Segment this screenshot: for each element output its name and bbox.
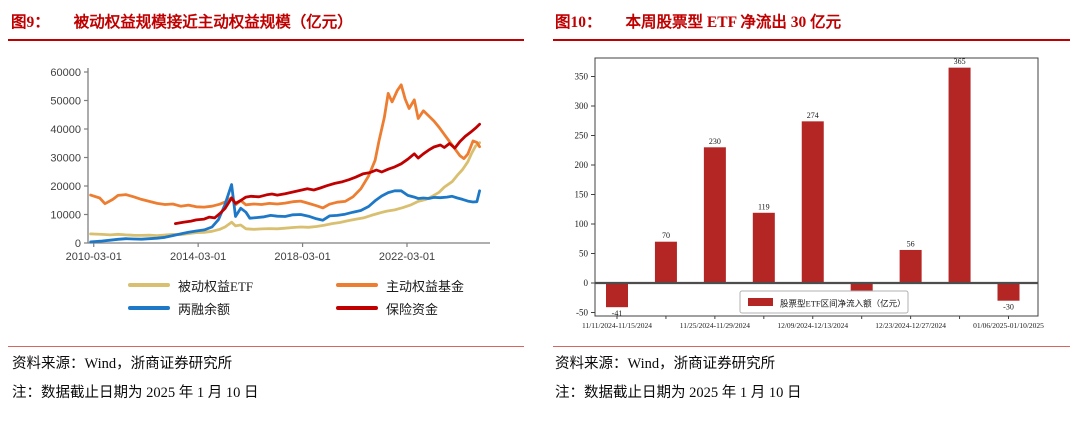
- bar-3: [752, 212, 775, 283]
- bar-7: [948, 67, 971, 284]
- figure-10-title-rule: [553, 39, 1070, 41]
- y-tick-label: 200: [575, 160, 589, 170]
- figure-9-bottom-rule: [8, 346, 524, 347]
- y-tick-label: 250: [575, 131, 589, 141]
- legend-label: 两融余额: [178, 301, 231, 317]
- legend-swatch-icon: [128, 283, 170, 287]
- line-chart: 0 10000 20000 30000 40000 50000 60000 2010-03-0…: [50, 67, 490, 263]
- legend-swatch-icon: [336, 306, 378, 310]
- bar-2: [703, 147, 726, 283]
- legend-item-0: 被动权益ETF: [128, 278, 336, 294]
- figure-9-title-text: 被动权益规模接近主动权益规模（亿元）: [73, 14, 353, 31]
- legend-swatch-icon: [128, 306, 170, 310]
- y-tick-label: 0: [75, 238, 81, 250]
- bar-8: [997, 283, 1020, 301]
- x-tick-label: 12/09/2024-12/13/2024: [777, 321, 848, 330]
- figure-9-title: 图9： 被动权益规模接近主动权益规模（亿元）: [11, 10, 526, 32]
- legend-item-2: 两融余额: [128, 301, 336, 317]
- legend-label: 被动权益ETF: [178, 278, 254, 294]
- bar-6: [899, 249, 922, 283]
- figure-9-source: 资料来源：Wind，浙商证券研究所: [12, 356, 233, 372]
- bar-0: [606, 283, 628, 308]
- legend-item-1: 主动权益基金: [336, 278, 465, 294]
- bar-1: [654, 241, 677, 283]
- figure-9-note: 注：数据截止日期为 2025 年 1 月 10 日: [12, 385, 259, 401]
- figure-10-title: 图10： 本周股票型 ETF 净流出 30 亿元: [555, 10, 1066, 32]
- plot-box: [594, 57, 1039, 317]
- series-line-2: [89, 183, 481, 244]
- y-tick-label: 20000: [50, 181, 81, 193]
- figure-10-title-text: 本周股票型 ETF 净流出 30 亿元: [625, 14, 842, 31]
- bar-4: [801, 121, 824, 283]
- y-tick-label: 40000: [50, 124, 81, 136]
- bar-value-label: -41: [612, 309, 623, 318]
- x-tick-label: 2010-03-01: [66, 251, 122, 263]
- y-tick-label: 50000: [50, 96, 81, 108]
- bar-legend-label: 股票型ETF区间净流入额（亿元）: [780, 299, 906, 309]
- bar-value-label: 230: [709, 137, 721, 146]
- x-tick-label: 11/11/2024-11/15/2024: [582, 321, 652, 330]
- figure-10-number: 图10：: [555, 14, 602, 31]
- figure-10-source: 资料来源：Wind，浙商证券研究所: [555, 356, 776, 372]
- figure-10: 图10： 本周股票型 ETF 净流出 30 亿元 -50 0 50 100 150 200 2…: [540, 0, 1080, 421]
- series-line-3: [174, 122, 481, 225]
- y-tick-label: 0: [584, 278, 589, 288]
- figure-9: 图9： 被动权益规模接近主动权益规模（亿元） 0 10000 20000 30000 40…: [0, 10, 540, 401]
- y-tick-label: 50: [579, 249, 589, 259]
- y-tick-label: 100: [575, 219, 589, 229]
- x-tick-label: 2018-03-01: [274, 251, 330, 263]
- bar-value-label: 274: [807, 111, 819, 120]
- legend-label: 主动权益基金: [386, 278, 465, 294]
- y-tick-label: 30000: [50, 153, 81, 165]
- bar-chart-area: -50 0 50 100 150 200 250 300 350 -41 70 230 119 274 56…: [540, 44, 1080, 344]
- x-tick-label: 2014-03-01: [170, 251, 226, 263]
- bar-chart: -50 0 50 100 150 200 250 300 350 -41 70 230 119 274 56…: [575, 57, 1045, 330]
- bar-value-label: 70: [662, 231, 670, 240]
- x-tick-label: 2022-03-01: [379, 251, 435, 263]
- y-tick-label: 60000: [50, 67, 81, 79]
- legend-swatch-icon: [336, 283, 378, 287]
- bar-value-label: 119: [758, 202, 770, 211]
- y-tick-label: 350: [575, 72, 589, 82]
- figure-10-note: 注：数据截止日期为 2025 年 1 月 10 日: [555, 385, 802, 401]
- figure-9-number: 图9：: [11, 14, 50, 31]
- figure-9-title-rule: [8, 39, 524, 41]
- bar-legend-swatch-icon: [748, 298, 773, 306]
- x-tick-label: 12/23/2024-12/27/2024: [875, 321, 946, 330]
- y-tick-label: 300: [575, 101, 589, 111]
- bar-value-label: 56: [907, 239, 915, 248]
- y-tick-label: -50: [576, 308, 588, 318]
- y-tick-label: 150: [575, 190, 589, 200]
- bar-value-label: 365: [954, 57, 966, 66]
- y-tick-label: 10000: [50, 210, 81, 222]
- series-line-1: [89, 83, 481, 210]
- x-tick-label: 11/25/2024-11/29/2024: [680, 321, 751, 330]
- line-chart-legend: 被动权益ETF 主动权益基金两融余额 保险资金: [128, 278, 465, 317]
- bar-legend-box: [739, 290, 909, 314]
- figure-10-bottom-rule: [553, 346, 1070, 347]
- legend-item-3: 保险资金: [336, 301, 464, 317]
- x-tick-label: 01/06/2025-01/10/2025: [973, 321, 1044, 330]
- legend-label: 保险资金: [386, 301, 439, 317]
- bar-value-label: -30: [1003, 303, 1014, 312]
- line-chart-area: 0 10000 20000 30000 40000 50000 60000 2010-03-0…: [0, 44, 540, 344]
